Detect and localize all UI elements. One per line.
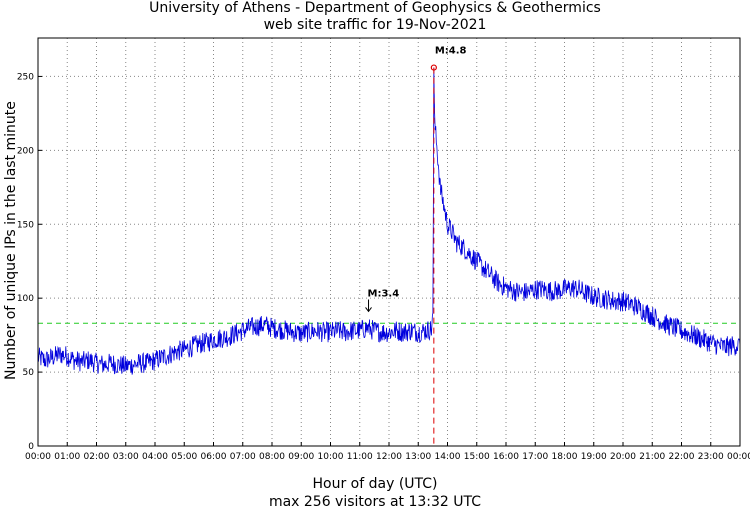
y-tick-label: 100 [17,294,34,304]
x-tick-label: 20:00 [610,452,636,462]
annotation-label: M:3.4 [368,288,400,299]
max-point [430,64,437,71]
x-tick-label: 03:00 [113,452,139,462]
series-layer [37,67,741,375]
x-tick-label: 11:00 [347,452,373,462]
x-tick-label: 10:00 [318,452,344,462]
max-visitors-footer: max 256 visitors at 13:32 UTC [268,494,482,510]
x-tick-label: 16:00 [493,452,519,462]
y-tick-label: 200 [17,146,34,156]
axis-ticks: 00:00 01:00 02:00 03:00 04:00 05:00 06:00 07:00… [17,72,750,462]
x-axis-label: Hour of day (UTC) [312,476,438,492]
x-tick-label: 05:00 [171,452,197,462]
x-tick-label: 00:00 [25,452,51,462]
x-tick-label: 02:00 [84,452,110,462]
x-tick-label: 23:00 [698,452,724,462]
x-tick-label: 08:00 [259,452,285,462]
x-tick-label: 09:00 [288,452,314,462]
grid-lines [38,38,740,446]
max-marker [430,64,437,446]
x-tick-label: 06:00 [201,452,227,462]
annotations: M:4.8 M:3.4 [365,46,467,313]
annotation-arrow-head [365,307,372,313]
x-tick-label: 18:00 [552,452,578,462]
x-tick-label: 13:00 [405,452,431,462]
x-tick-label: 21:00 [639,452,665,462]
x-tick-label: 19:00 [581,452,607,462]
y-axis-label: Number of unique IPs in the last minute [3,101,19,380]
y-tick-label: 250 [17,72,34,82]
x-tick-label: 00:00 [727,452,750,462]
x-tick-label: 04:00 [142,452,168,462]
x-tick-label: 12:00 [376,452,402,462]
y-tick-label: 150 [17,220,34,230]
x-tick-label: 17:00 [522,452,548,462]
series-line-visitors [37,67,741,375]
x-tick-label: 22:00 [669,452,695,462]
annotation-label: M:4.8 [435,46,467,57]
chart-title-line1: University of Athens - Department of Geo… [149,0,601,16]
y-tick-label: 0 [28,442,34,452]
x-tick-label: 07:00 [230,452,256,462]
plot-frame [37,37,741,447]
chart-title-line2: web site traffic for 19-Nov-2021 [263,17,487,33]
x-tick-label: 15:00 [464,452,490,462]
x-tick-label: 14:00 [435,452,461,462]
y-tick-label: 50 [23,368,35,378]
x-tick-label: 01:00 [54,452,80,462]
